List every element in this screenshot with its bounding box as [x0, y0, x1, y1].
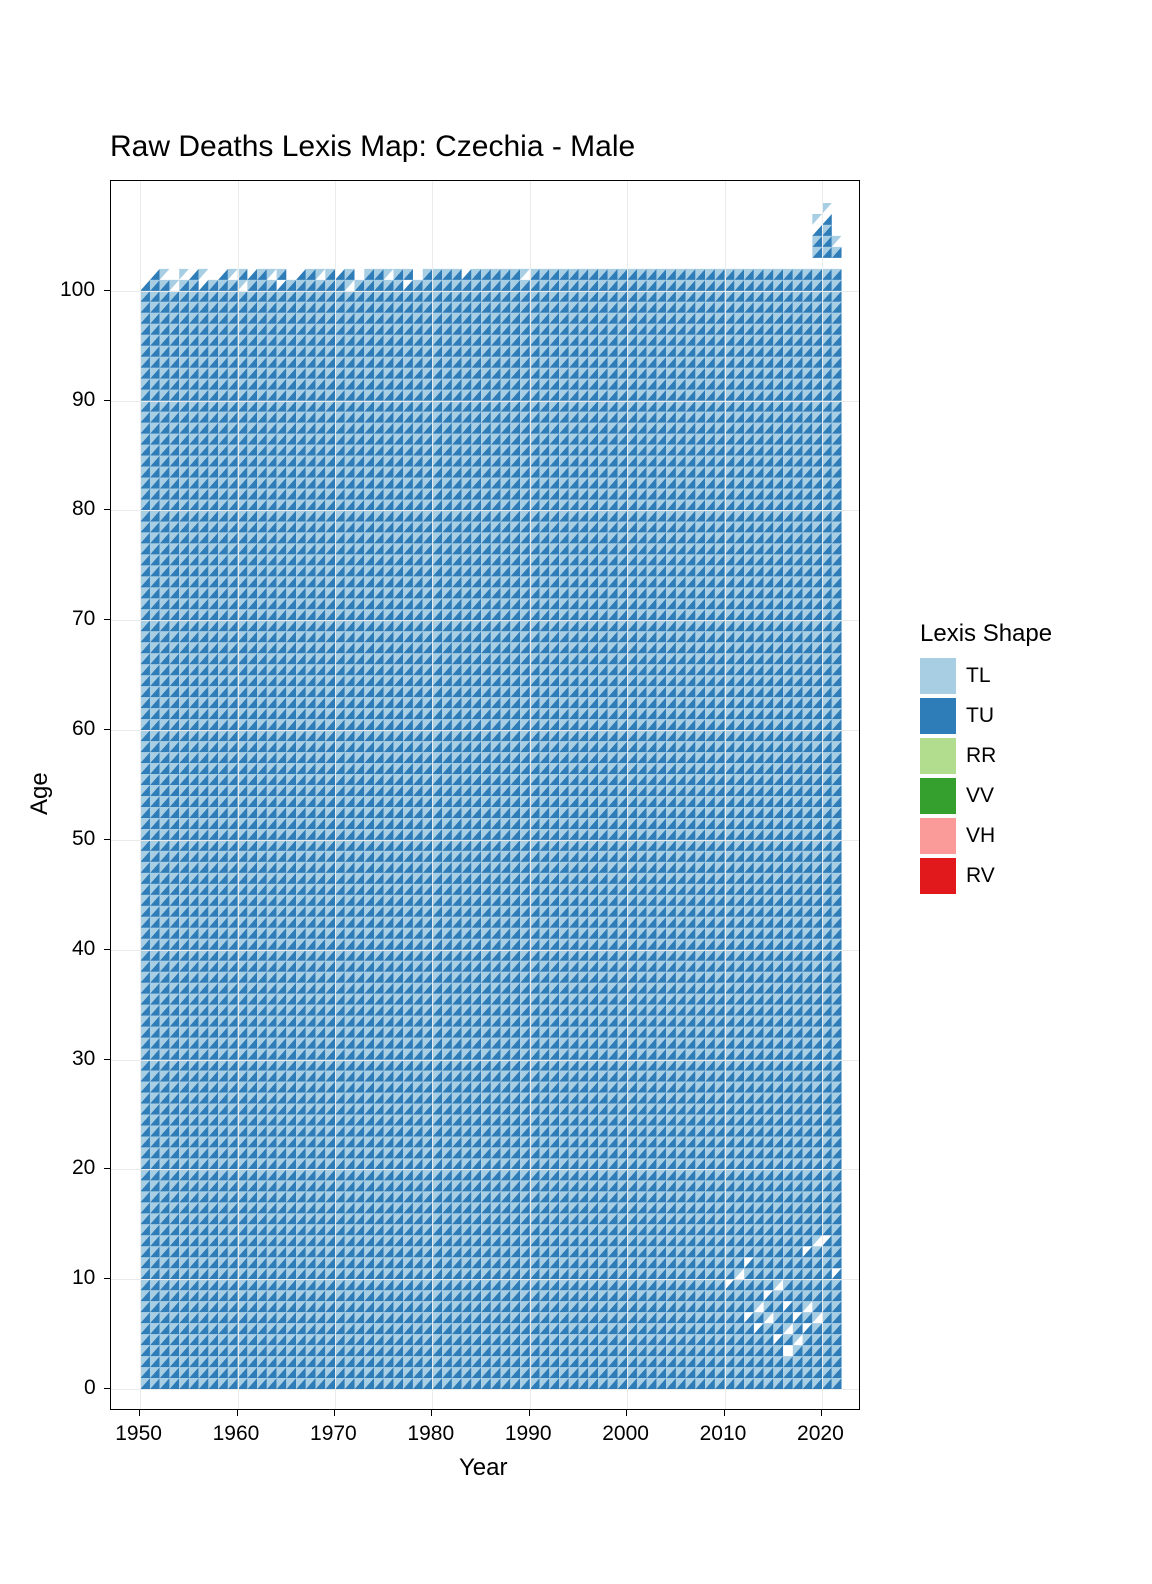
chart-container: Raw Deaths Lexis Map: Czechia - Male Yea… — [0, 0, 1152, 1584]
grid-line-h — [111, 840, 859, 841]
legend-swatch — [920, 698, 956, 734]
x-tick-label: 1950 — [115, 1422, 162, 1446]
y-tick — [104, 949, 110, 950]
grid-line-h — [111, 401, 859, 402]
legend-label: TU — [966, 704, 994, 728]
chart-title: Raw Deaths Lexis Map: Czechia - Male — [110, 130, 635, 164]
legend-label: VH — [966, 824, 995, 848]
grid-line-v — [530, 181, 531, 1409]
x-tick — [821, 1410, 822, 1416]
x-tick-label: 2010 — [700, 1422, 747, 1446]
y-tick-label: 0 — [84, 1376, 96, 1400]
y-tick — [104, 290, 110, 291]
legend-label: TL — [966, 664, 991, 688]
legend-label: VV — [966, 784, 994, 808]
y-tick — [104, 1168, 110, 1169]
grid-line-h — [111, 730, 859, 731]
x-tick — [529, 1410, 530, 1416]
y-tick — [104, 509, 110, 510]
grid-line-v — [822, 181, 823, 1409]
y-tick — [104, 1388, 110, 1389]
x-tick — [626, 1410, 627, 1416]
grid-line-h — [111, 1060, 859, 1061]
y-tick — [104, 1278, 110, 1279]
grid-line-h — [111, 1169, 859, 1170]
x-tick-label: 2000 — [602, 1422, 649, 1446]
legend-title: Lexis Shape — [920, 620, 1052, 648]
legend-swatch — [920, 858, 956, 894]
y-tick — [104, 400, 110, 401]
legend-swatch — [920, 738, 956, 774]
grid-line-h — [111, 620, 859, 621]
x-tick — [139, 1410, 140, 1416]
legend-label: RV — [966, 864, 995, 888]
y-tick — [104, 1059, 110, 1060]
legend-swatch — [920, 658, 956, 694]
grid-line-v — [627, 181, 628, 1409]
x-tick-label: 1980 — [407, 1422, 454, 1446]
x-tick-label: 1960 — [213, 1422, 260, 1446]
x-tick — [237, 1410, 238, 1416]
y-tick-label: 10 — [72, 1266, 95, 1290]
plot-area — [110, 180, 860, 1410]
y-tick — [104, 729, 110, 730]
lexis-heatmap — [111, 181, 861, 1411]
grid-line-h — [111, 1389, 859, 1390]
grid-line-h — [111, 1279, 859, 1280]
grid-line-h — [111, 950, 859, 951]
legend-item: RR — [920, 738, 1052, 774]
y-tick-label: 70 — [72, 607, 95, 631]
x-tick — [431, 1410, 432, 1416]
legend-label: RR — [966, 744, 996, 768]
grid-line-v — [335, 181, 336, 1409]
x-tick — [334, 1410, 335, 1416]
legend-item: RV — [920, 858, 1052, 894]
y-tick — [104, 619, 110, 620]
y-tick — [104, 839, 110, 840]
grid-line-v — [238, 181, 239, 1409]
legend-swatch — [920, 778, 956, 814]
y-tick-label: 80 — [72, 497, 95, 521]
legend-item: VV — [920, 778, 1052, 814]
x-tick-label: 2020 — [797, 1422, 844, 1446]
y-axis-label: Age — [26, 772, 54, 815]
legend-item: TU — [920, 698, 1052, 734]
y-tick-label: 60 — [72, 717, 95, 741]
x-tick-label: 1990 — [505, 1422, 552, 1446]
grid-line-v — [432, 181, 433, 1409]
y-tick-label: 90 — [72, 388, 95, 412]
x-axis-label: Year — [459, 1454, 508, 1482]
y-tick-label: 30 — [72, 1047, 95, 1071]
x-tick — [724, 1410, 725, 1416]
grid-line-v — [140, 181, 141, 1409]
y-tick-label: 40 — [72, 937, 95, 961]
legend-swatch — [920, 818, 956, 854]
legend: Lexis Shape TL TU RR VV VH RV — [920, 620, 1052, 898]
y-tick-label: 50 — [72, 827, 95, 851]
grid-line-h — [111, 291, 859, 292]
legend-item: TL — [920, 658, 1052, 694]
y-tick-label: 20 — [72, 1156, 95, 1180]
grid-line-h — [111, 510, 859, 511]
grid-line-v — [725, 181, 726, 1409]
x-tick-label: 1970 — [310, 1422, 357, 1446]
y-tick-label: 100 — [60, 278, 95, 302]
legend-item: VH — [920, 818, 1052, 854]
